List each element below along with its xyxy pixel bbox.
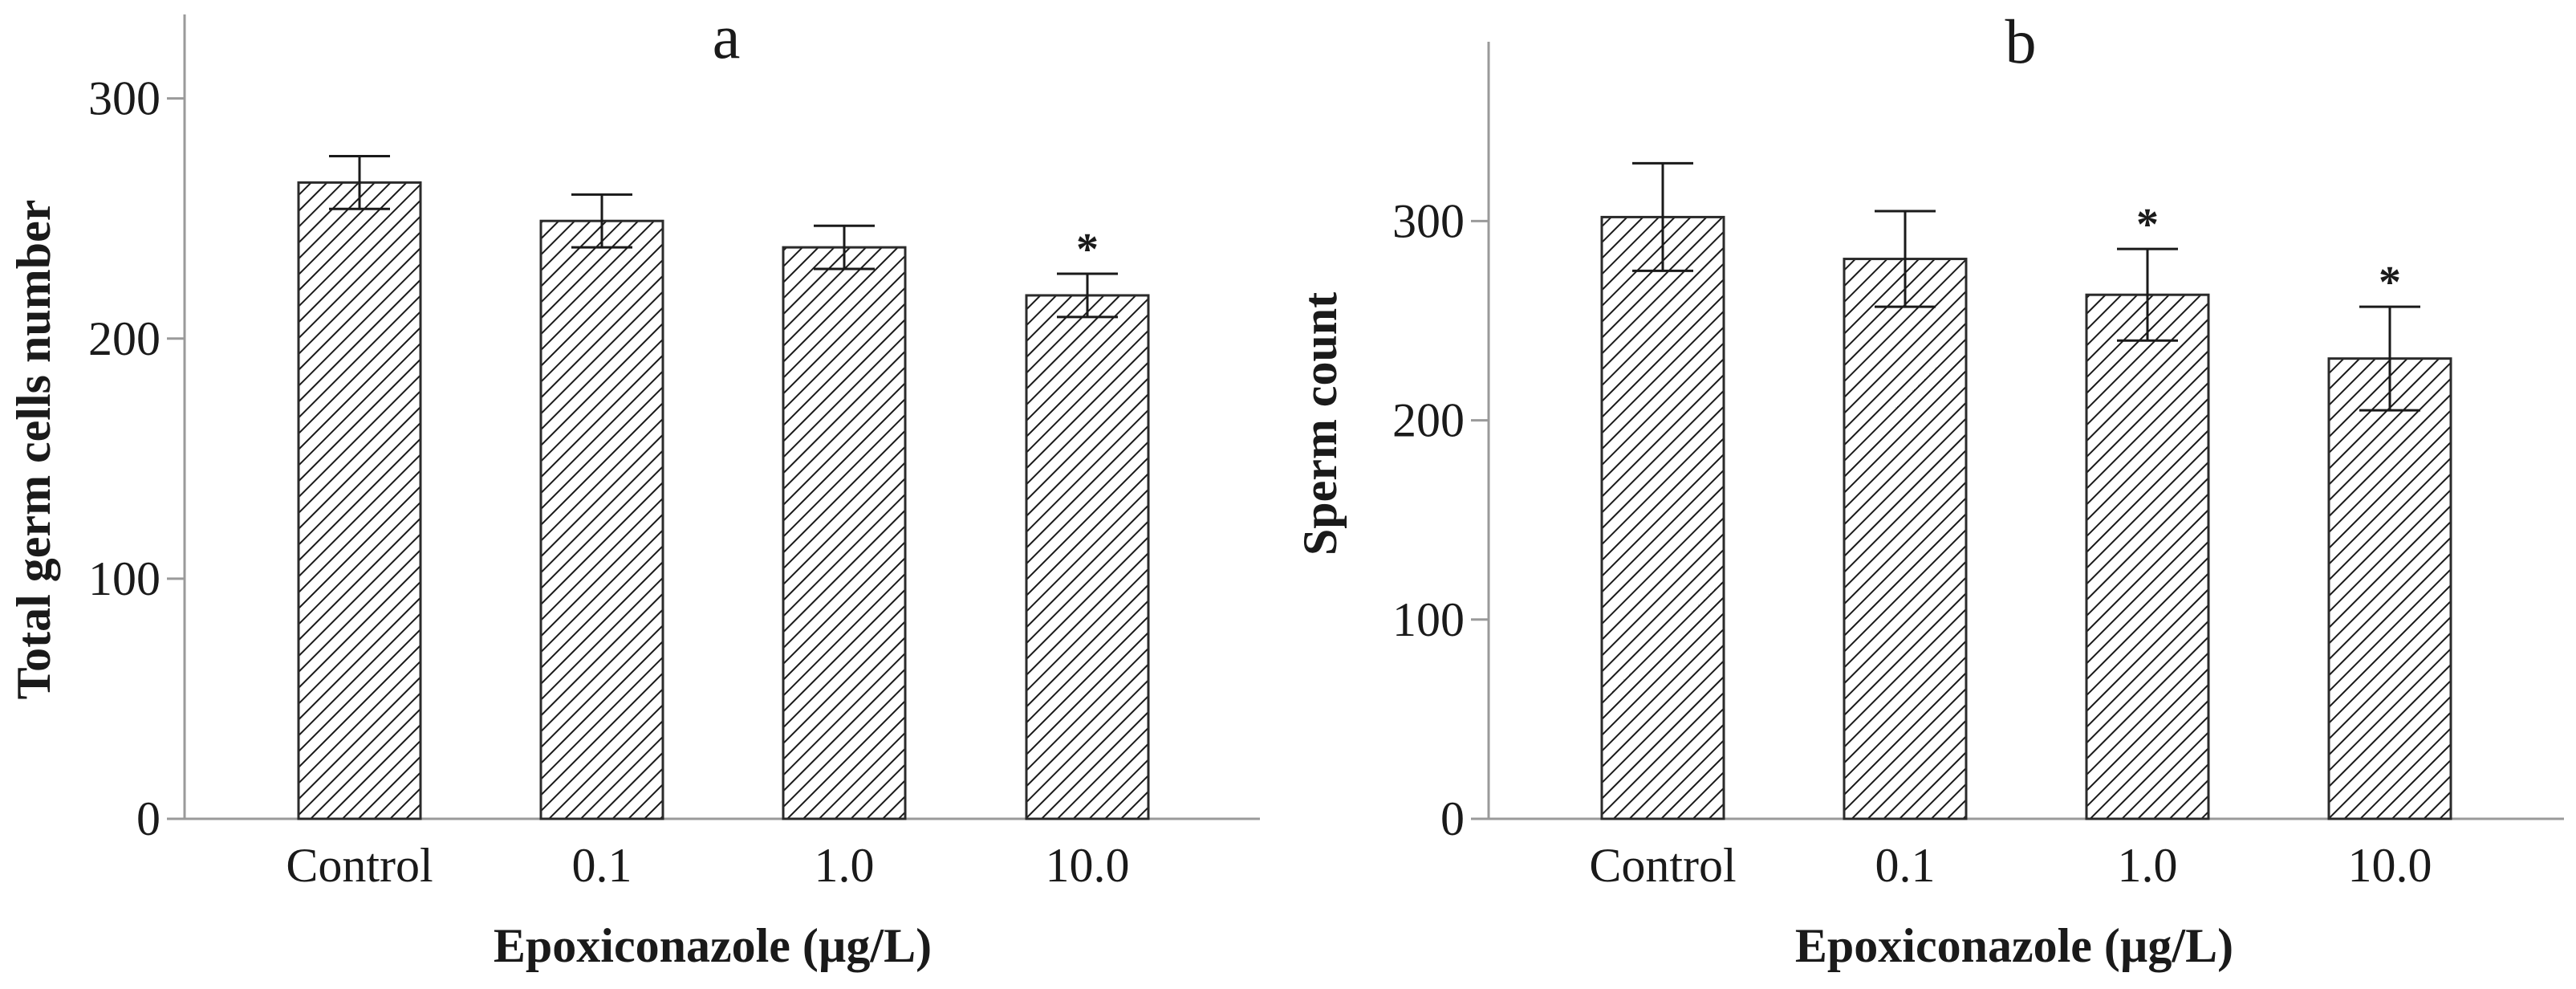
panel-b-error-bar-0 (1632, 161, 1693, 272)
panel-b-significance-marker: * (2379, 258, 2401, 307)
panel-b-bars: Control 0.1 1.0 * 10.0 * (1589, 161, 2452, 892)
panel-b-y-tick-label: 0 (1440, 792, 1465, 845)
panel-a-bar-3 (1025, 294, 1150, 820)
panel-b-error-bar-2 (2117, 247, 2178, 342)
panel-b-significance-marker: * (2136, 200, 2159, 250)
panel-a-y-tick-label: 200 (88, 312, 160, 365)
panel-a-y-tick-label: 300 (88, 72, 160, 125)
panel-b-bar-2 (2085, 293, 2210, 820)
panel-b-bar-3 (2327, 357, 2452, 820)
panel-b-y-tick-label: 300 (1392, 194, 1465, 247)
panel-a-bar-2 (782, 246, 907, 820)
chart-panel-a: a 0 100 200 300 Control 0.1 1.0 10.0 * Epoxicon… (7, 2, 1260, 972)
panel-a-y-tick-label: 100 (88, 552, 160, 605)
panel-a-category-label: 10.0 (1046, 839, 1130, 892)
panel-b-category-label: 1.0 (2118, 839, 2178, 892)
panel-a-error-bar-1 (571, 193, 632, 249)
panel-b-x-axis-title: Epoxiconazole (µg/L) (1795, 919, 2233, 972)
panel-b-y-tick-label: 100 (1392, 593, 1465, 646)
panel-b-y-axis-title: Sperm count (1294, 292, 1347, 556)
panel-b-title: b (2005, 6, 2037, 76)
panel-a-x-axis-title: Epoxiconazole (µg/L) (494, 919, 932, 972)
panel-a-bar-0 (297, 181, 422, 820)
panel-a-category-label: 1.0 (815, 839, 875, 892)
panel-a-category-label: 0.1 (572, 839, 632, 892)
panel-b-category-label: Control (1589, 839, 1736, 892)
panel-b-error-bar-3 (2359, 305, 2420, 412)
panel-a-title: a (713, 2, 741, 71)
panel-b-y-axis: 0 100 200 300 (1392, 42, 2564, 845)
panel-a-bar-1 (539, 219, 664, 820)
panel-a-y-tick-label: 0 (136, 792, 160, 845)
chart-panel-b: b 0 100 200 300 Control 0.1 1.0 * 10.0 * Epoxico… (1294, 6, 2564, 972)
panel-b-bar-1 (1843, 258, 1968, 820)
panel-b-category-label: 10.0 (2348, 839, 2432, 892)
panel-b-category-label: 0.1 (1875, 839, 1936, 892)
panel-a-category-label: Control (286, 839, 433, 892)
panel-a-error-bar-3 (1057, 272, 1118, 319)
panel-a-y-axis-title: Total germ cells number (7, 200, 60, 700)
panel-b-error-bar-1 (1875, 210, 1936, 308)
panel-a-bars: Control 0.1 1.0 10.0 * (286, 154, 1150, 892)
panel-b-bar-0 (1600, 215, 1725, 820)
panel-a-significance-marker: * (1076, 225, 1099, 275)
panel-a-error-bar-2 (814, 224, 875, 271)
panel-a-error-bar-0 (329, 154, 390, 210)
panel-b-y-tick-label: 200 (1392, 394, 1465, 447)
